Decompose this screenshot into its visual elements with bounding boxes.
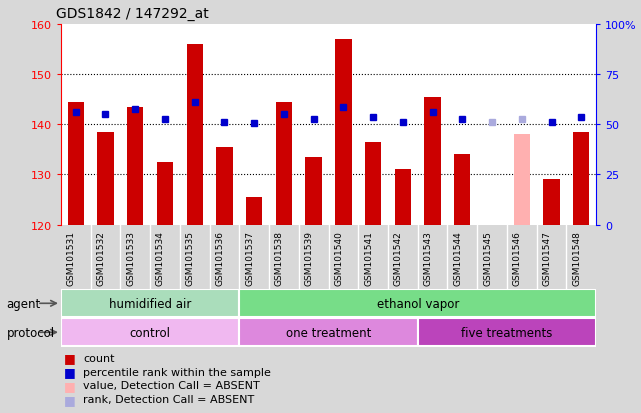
Bar [395,170,411,225]
Bar [187,45,203,225]
Text: protocol: protocol [6,326,54,339]
Bar [513,135,530,225]
Bar [418,318,596,347]
Bar [127,107,144,225]
Text: humidified air: humidified air [109,297,191,310]
Text: GSM101533: GSM101533 [126,230,135,285]
Text: GSM101546: GSM101546 [513,230,522,285]
Bar [276,102,292,225]
Bar [544,180,560,225]
Text: ■: ■ [64,351,76,364]
Text: GSM101535: GSM101535 [186,230,195,285]
Bar [157,162,173,225]
Text: GSM101542: GSM101542 [394,230,403,285]
Text: GSM101544: GSM101544 [453,230,462,285]
Text: one treatment: one treatment [286,326,371,339]
Text: GSM101536: GSM101536 [215,230,224,285]
Text: ■: ■ [64,365,76,378]
Bar [365,142,381,225]
Text: GSM101531: GSM101531 [67,230,76,285]
Text: GSM101548: GSM101548 [572,230,581,285]
Text: count: count [83,353,115,363]
Bar [573,133,590,225]
Text: ■: ■ [64,393,76,406]
Text: GSM101540: GSM101540 [335,230,344,285]
Text: ethanol vapor: ethanol vapor [376,297,459,310]
Text: GSM101541: GSM101541 [364,230,373,285]
Bar [61,290,239,318]
Text: value, Detection Call = ABSENT: value, Detection Call = ABSENT [83,380,260,390]
Bar [335,40,351,225]
Bar [67,102,84,225]
Bar [306,157,322,225]
Text: GSM101538: GSM101538 [275,230,284,285]
Text: control: control [129,326,171,339]
Text: agent: agent [6,297,40,310]
Bar [246,197,262,225]
Text: GSM101545: GSM101545 [483,230,492,285]
Text: GSM101543: GSM101543 [424,230,433,285]
Bar [97,133,113,225]
Text: five treatments: five treatments [462,326,553,339]
Bar [61,318,239,347]
Text: GSM101537: GSM101537 [245,230,254,285]
Bar [239,318,418,347]
Bar [454,155,470,225]
Text: GDS1842 / 147292_at: GDS1842 / 147292_at [56,7,208,21]
Text: percentile rank within the sample: percentile rank within the sample [83,367,271,377]
Text: GSM101539: GSM101539 [304,230,313,285]
Text: GSM101547: GSM101547 [542,230,551,285]
Bar [216,147,233,225]
Text: GSM101532: GSM101532 [97,230,106,285]
Bar [424,97,441,225]
Text: ■: ■ [64,379,76,392]
Bar [239,290,596,318]
Text: rank, Detection Call = ABSENT: rank, Detection Call = ABSENT [83,394,254,404]
Text: GSM101534: GSM101534 [156,230,165,285]
